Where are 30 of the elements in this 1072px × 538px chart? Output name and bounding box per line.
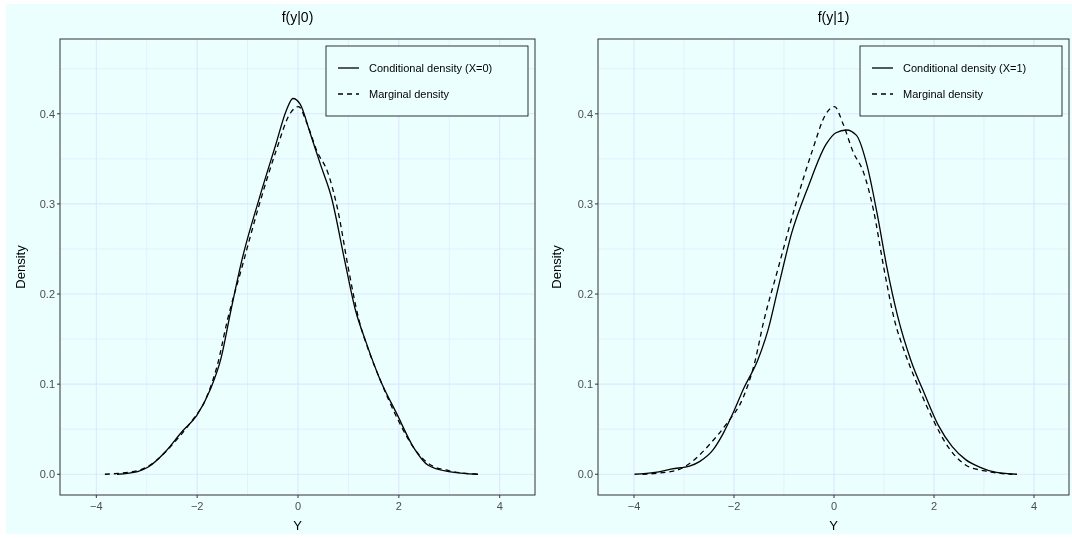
y-tick-label: 0.4 [577, 107, 593, 120]
x-tick-label: 0 [830, 500, 838, 512]
y-tick-label: 0.1 [39, 378, 55, 391]
legend-label: Conditional density (X=1) [903, 62, 1027, 74]
y-tick-label: 0.3 [577, 197, 593, 210]
x-tick-label: −4 [627, 500, 641, 512]
x-axis-title: Y [293, 518, 303, 533]
x-tick-label: 2 [930, 500, 938, 512]
x-tick-label: 0 [294, 500, 302, 512]
y-axis-title: Density [13, 244, 28, 289]
y-tick-label: 0.2 [39, 288, 55, 301]
chart-title: f(y|0) [281, 9, 314, 25]
y-tick-label: 0.0 [39, 468, 55, 481]
x-tick-label: −2 [190, 500, 204, 512]
x-axis-title: Y [829, 518, 839, 533]
chart-title: f(y|1) [817, 9, 850, 25]
x-tick-label: 4 [1030, 500, 1038, 512]
x-tick-label: 2 [395, 500, 402, 512]
legend-label: Conditional density (X=0) [369, 62, 493, 74]
x-tick-label: 4 [496, 500, 503, 512]
y-axis-title: Density [549, 244, 564, 289]
legend-label: Marginal density [903, 88, 984, 100]
x-tick-label: −4 [90, 500, 103, 512]
legend-label: Marginal density [369, 88, 450, 100]
y-tick-label: 0.1 [577, 378, 593, 391]
y-tick-label: 0.3 [39, 197, 55, 210]
x-tick-label: −2 [727, 500, 741, 512]
y-tick-label: 0.0 [577, 468, 593, 481]
y-tick-label: 0.2 [577, 288, 593, 301]
y-tick-label: 0.4 [39, 107, 55, 120]
